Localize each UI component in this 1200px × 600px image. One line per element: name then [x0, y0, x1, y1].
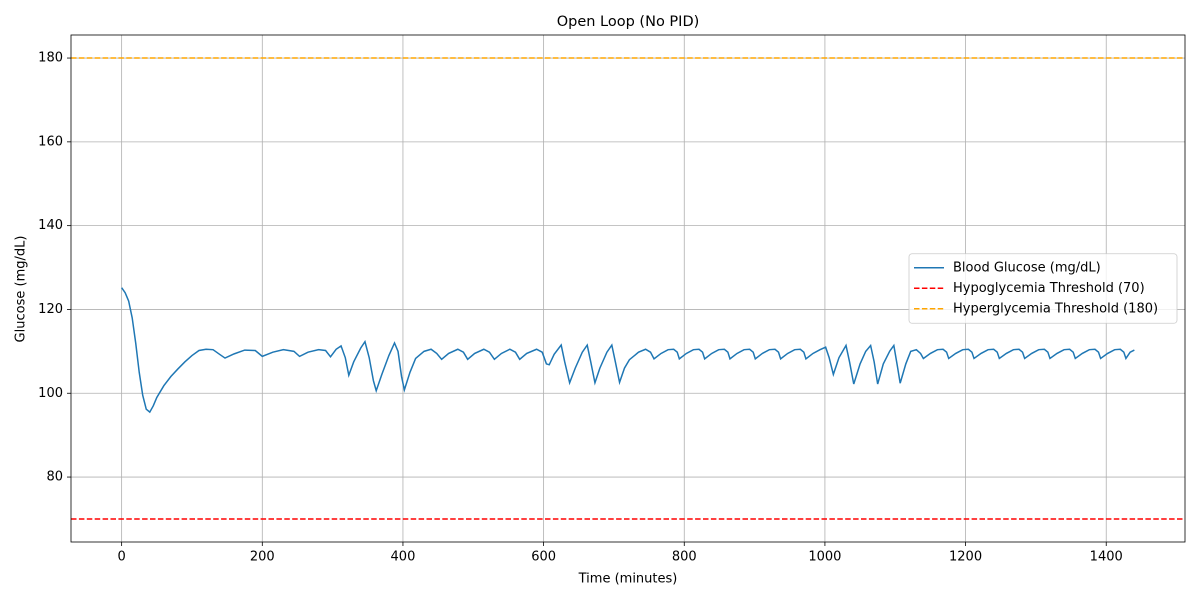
x-tick-label: 400	[391, 550, 416, 565]
x-tick-label: 1200	[949, 550, 982, 565]
y-tick-label: 120	[38, 302, 63, 317]
y-tick-label: 160	[38, 134, 63, 149]
y-tick-label: 100	[38, 386, 63, 401]
legend-box	[908, 253, 1178, 324]
legend-label: Blood Glucose (mg/dL)	[953, 260, 1101, 275]
y-tick-label: 180	[38, 51, 63, 66]
y-axis-label: Glucose (mg/dL)	[14, 236, 29, 343]
x-tick-label: 200	[250, 550, 275, 565]
data-line	[121, 287, 1135, 414]
y-tick-label: 80	[46, 470, 63, 485]
x-axis-label: Time (minutes)	[578, 572, 678, 587]
x-tick-label: 800	[672, 550, 697, 565]
legend-label: Hypoglycemia Threshold (70)	[953, 281, 1145, 296]
chart-title: Open Loop (No PID)	[557, 14, 700, 30]
plot-frame	[70, 34, 1186, 543]
x-tick-label: 0	[117, 550, 125, 565]
x-tick-label: 600	[531, 550, 556, 565]
x-tick-label: 1000	[808, 550, 841, 565]
x-tick-label: 1400	[1090, 550, 1123, 565]
legend-label: Hyperglycemia Threshold (180)	[953, 301, 1158, 316]
y-tick-label: 140	[38, 218, 63, 233]
